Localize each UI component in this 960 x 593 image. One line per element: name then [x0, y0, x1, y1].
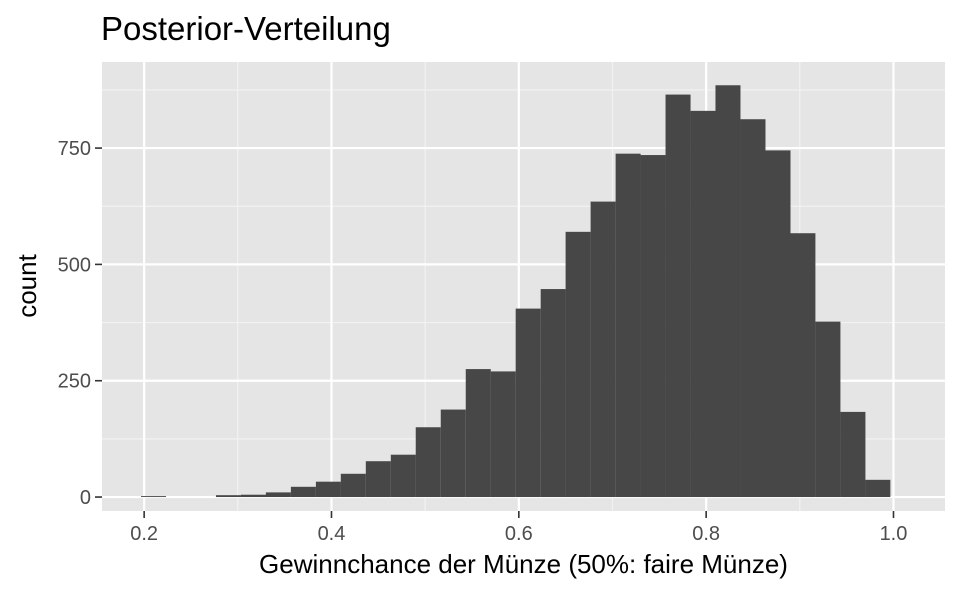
histogram-bar: [815, 321, 841, 498]
x-tick-label: 0.2: [130, 523, 158, 545]
y-tick-label: 750: [58, 138, 91, 160]
histogram-bar: [315, 481, 341, 498]
y-axis-label: count: [12, 253, 42, 317]
x-tick-label: 0.4: [318, 523, 346, 545]
histogram-bar: [715, 85, 741, 498]
x-axis: 0.2 0.4 0.6 0.8 1.0: [130, 511, 907, 545]
histogram-bar: [690, 110, 716, 498]
chart-title: Posterior-Verteilung: [101, 10, 391, 47]
histogram-bar: [640, 155, 666, 498]
histogram-bar: [215, 495, 241, 498]
x-axis-label: Gewinnchance der Münze (50%: faire Münze…: [259, 549, 788, 579]
histogram-bar: [790, 233, 816, 498]
histogram-bar: [141, 496, 167, 498]
histogram-bar: [565, 231, 591, 498]
histogram-bar: [615, 153, 641, 498]
y-tick-label: 250: [58, 371, 91, 393]
histogram-bar: [240, 494, 266, 498]
y-tick-label: 0: [80, 487, 91, 509]
histogram-bar: [290, 486, 316, 498]
histogram-bar: [665, 94, 691, 498]
y-axis: 0 250 500 750: [58, 138, 102, 509]
histogram-bar: [340, 473, 366, 498]
histogram-bar: [465, 369, 491, 498]
histogram-bar: [440, 409, 466, 498]
histogram-bar: [765, 150, 791, 498]
histogram-bar: [365, 461, 391, 498]
histogram-bar: [390, 454, 416, 498]
histogram-bar: [265, 492, 291, 498]
histogram-bar: [865, 479, 891, 498]
histogram-bar: [740, 119, 766, 498]
y-tick-label: 500: [58, 254, 91, 276]
histogram-bars: [141, 85, 891, 498]
histogram-bar: [840, 411, 866, 498]
histogram-bar: [490, 371, 516, 498]
histogram-bar: [540, 289, 566, 498]
x-tick-label: 0.6: [505, 523, 533, 545]
histogram-bar: [590, 201, 616, 498]
histogram-bar: [515, 308, 541, 498]
histogram-bar: [415, 427, 441, 498]
x-tick-label: 0.8: [692, 523, 720, 545]
x-tick-label: 1.0: [880, 523, 908, 545]
